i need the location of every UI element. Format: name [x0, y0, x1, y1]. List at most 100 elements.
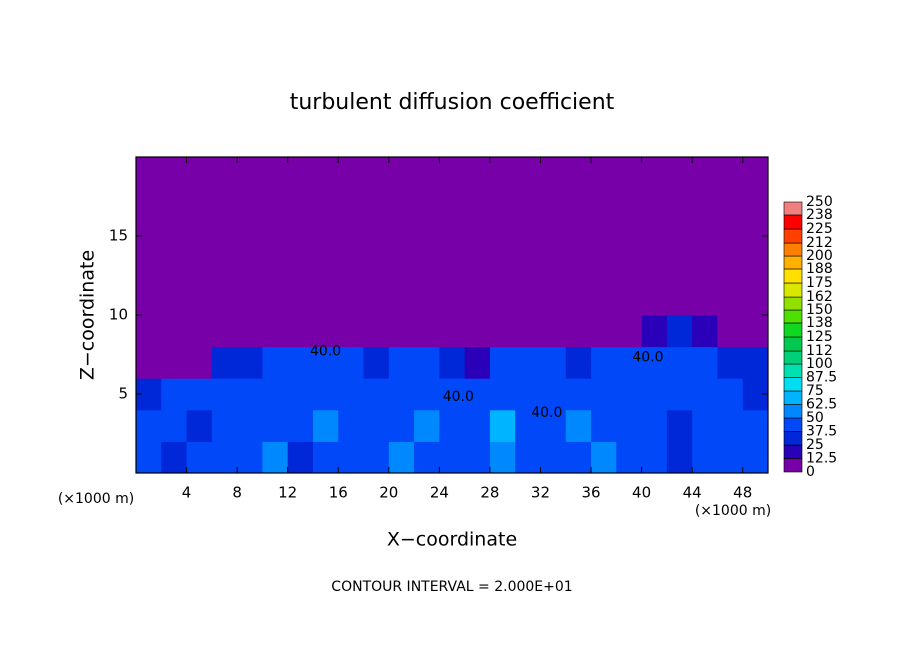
field-cell	[414, 378, 440, 411]
field-cell	[641, 188, 668, 221]
colorbar-label: 75	[806, 383, 824, 399]
field-cell	[287, 409, 314, 442]
colorbar-label: 125	[806, 329, 833, 345]
field-cell	[464, 157, 491, 190]
field-cell	[464, 409, 491, 442]
colorbar-label: 50	[806, 410, 824, 426]
x-tick-label: 32	[531, 484, 550, 502]
field-cell	[515, 220, 541, 253]
field-cell	[388, 251, 415, 284]
field-cell	[692, 409, 718, 442]
field-cell	[414, 441, 440, 474]
field-cell	[262, 441, 289, 474]
field-cell	[464, 188, 491, 221]
field-cell	[262, 188, 289, 221]
field-cell	[186, 283, 213, 316]
field-cell	[641, 409, 668, 442]
field-cell	[641, 251, 668, 284]
field-cell	[641, 315, 668, 348]
x-tick-label: 8	[232, 484, 242, 502]
field-cell	[312, 220, 339, 253]
field-cell	[717, 220, 744, 253]
y-tick-label: 5	[118, 385, 128, 403]
field-cell	[515, 346, 541, 379]
field-cell	[161, 220, 188, 253]
colorbar-band	[783, 322, 803, 338]
colorbar-band	[783, 350, 803, 365]
field-cell	[414, 188, 440, 221]
x-tick-label: 36	[581, 484, 600, 502]
field-cell	[591, 315, 617, 348]
field-cell	[262, 409, 289, 442]
y-unit: (×1000 m)	[58, 491, 134, 507]
field-cell	[666, 378, 693, 411]
colorbar-label: 175	[806, 275, 833, 291]
field-cell	[211, 283, 238, 316]
field-cell	[591, 188, 617, 221]
field-cell	[136, 283, 162, 316]
colorbar-label: 0	[806, 464, 815, 480]
field-cell	[414, 315, 440, 348]
field-cell	[641, 157, 668, 190]
x-tick-label: 20	[379, 484, 398, 502]
field-cell	[489, 315, 516, 348]
colorbar-label: 238	[806, 207, 833, 223]
field-cell	[616, 315, 643, 348]
colorbar-label: 138	[806, 315, 833, 331]
field-cell	[666, 315, 693, 348]
field-cell	[591, 346, 617, 379]
colorbar-label: 112	[806, 343, 833, 359]
field-cell	[540, 378, 567, 411]
field-cell	[287, 157, 314, 190]
field-cell	[388, 220, 415, 253]
colorbar-band	[783, 431, 803, 446]
field-cell	[591, 441, 617, 474]
field-cell	[363, 157, 390, 190]
colorbar-label: 200	[806, 248, 833, 264]
field-cell	[641, 346, 668, 379]
contour-label: 40.0	[443, 389, 474, 405]
x-tick-label: 40	[632, 484, 651, 502]
x-tick-label: 44	[683, 484, 702, 502]
field-cell	[565, 220, 592, 253]
field-cell	[161, 378, 188, 411]
field-cell	[237, 157, 263, 190]
field-cell	[287, 378, 314, 411]
field-cell	[287, 283, 314, 316]
field-cell	[237, 283, 263, 316]
field-cell	[666, 251, 693, 284]
field-cell	[666, 157, 693, 190]
field-cell	[692, 378, 718, 411]
x-tick-label: 4	[182, 484, 192, 502]
field-cell	[591, 251, 617, 284]
field-cell	[616, 378, 643, 411]
field-cell	[540, 251, 567, 284]
field-cell	[211, 441, 238, 474]
field-cell	[591, 220, 617, 253]
field-cell	[464, 315, 491, 348]
field-cell	[363, 378, 390, 411]
field-cell	[489, 378, 516, 411]
field-cell	[414, 409, 440, 442]
field-cell	[692, 346, 718, 379]
field-cell	[161, 283, 188, 316]
field-cell	[262, 378, 289, 411]
field-cell	[262, 251, 289, 284]
field-cell	[439, 378, 466, 411]
field-cell	[515, 378, 541, 411]
field-cell	[742, 315, 769, 348]
field-cell	[641, 220, 668, 253]
field-cell	[388, 283, 415, 316]
field-cell	[388, 315, 415, 348]
field-cell	[692, 283, 718, 316]
field-cell	[338, 441, 365, 474]
field-cell	[338, 378, 365, 411]
field-cell	[717, 315, 744, 348]
field-cell	[338, 251, 365, 284]
field-cell	[186, 157, 213, 190]
field-cell	[464, 220, 491, 253]
field-cell	[338, 346, 365, 379]
field-cell	[717, 346, 744, 379]
field-cell	[136, 346, 162, 379]
field-cell	[388, 157, 415, 190]
